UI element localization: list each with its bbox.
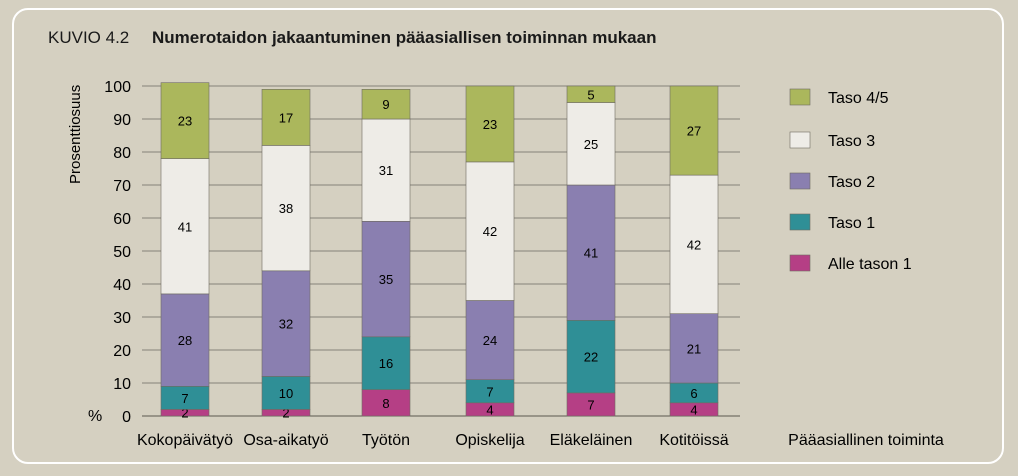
data-label: 28 xyxy=(178,333,192,348)
y-tick-label: 50 xyxy=(113,244,131,261)
data-label: 31 xyxy=(379,163,393,178)
y-tick-label: 40 xyxy=(113,277,131,294)
data-label: 10 xyxy=(279,386,293,401)
data-label: 23 xyxy=(178,114,192,129)
bar-segment xyxy=(361,118,411,222)
data-label: 9 xyxy=(382,97,389,112)
y-tick-label: 60 xyxy=(113,211,131,228)
bar-segment xyxy=(465,85,515,163)
x-tick-label: Osa-aikatyö xyxy=(243,432,328,449)
data-label: 23 xyxy=(483,117,497,132)
data-label: 4 xyxy=(690,402,697,417)
y-tick-label: 80 xyxy=(113,145,131,162)
legend-label: Taso 3 xyxy=(828,133,875,150)
data-label: 17 xyxy=(279,110,293,125)
data-label: 24 xyxy=(483,333,497,348)
bar-segment xyxy=(566,184,616,321)
x-tick-label: Työtön xyxy=(362,432,410,449)
data-label: 25 xyxy=(584,137,598,152)
legend-swatch xyxy=(789,213,811,231)
bar-segment xyxy=(361,389,411,417)
legend-label: Taso 4/5 xyxy=(828,90,889,107)
data-label: 27 xyxy=(687,124,701,139)
legend-label: Taso 2 xyxy=(828,174,875,191)
x-tick-label: Opiskelija xyxy=(455,432,524,449)
bar-segment xyxy=(669,174,719,315)
legend-swatch xyxy=(789,254,811,272)
data-label: 32 xyxy=(279,317,293,332)
legend-label: Alle tason 1 xyxy=(828,256,912,273)
legend-swatch xyxy=(789,172,811,190)
data-label: 42 xyxy=(687,237,701,252)
y-axis-title: Prosenttiosuus xyxy=(67,85,84,184)
data-label: 8 xyxy=(382,396,389,411)
data-label: 7 xyxy=(181,391,188,406)
figure-frame xyxy=(12,8,1004,464)
bar-segment xyxy=(465,300,515,380)
bar-segment xyxy=(566,102,616,186)
data-label: 7 xyxy=(587,397,594,412)
bar-segment xyxy=(669,85,719,176)
x-axis-title: Pääasiallinen toiminta xyxy=(788,432,944,449)
y-tick-label: 20 xyxy=(113,343,131,360)
y-tick-label: 100 xyxy=(104,79,131,96)
bar-segment xyxy=(669,313,719,384)
legend-swatch xyxy=(789,131,811,149)
bar-segment xyxy=(361,221,411,338)
x-tick-label: Eläkeläinen xyxy=(550,432,633,449)
bar-segment xyxy=(261,145,311,272)
y-tick-label: 70 xyxy=(113,178,131,195)
bar-segment xyxy=(160,82,210,159)
y-unit-label: % xyxy=(88,408,102,425)
legend-swatch xyxy=(789,88,811,106)
bar-segment xyxy=(261,89,311,146)
data-label: 41 xyxy=(178,219,192,234)
x-tick-label: Kokopäivätyö xyxy=(137,432,233,449)
figure-label: KUVIO 4.2 xyxy=(48,28,130,47)
data-label: 5 xyxy=(587,87,594,102)
data-label: 41 xyxy=(584,246,598,261)
bar-segment xyxy=(465,161,515,301)
data-label: 35 xyxy=(379,272,393,287)
y-tick-label: 0 xyxy=(122,409,131,426)
bar-segment xyxy=(261,376,311,410)
legend-label: Taso 1 xyxy=(828,215,875,232)
data-label: 6 xyxy=(690,386,697,401)
bar-segment xyxy=(566,319,616,394)
y-tick-label: 10 xyxy=(113,376,131,393)
bar-segment xyxy=(361,336,411,390)
y-tick-label: 90 xyxy=(113,112,131,129)
data-label: 2 xyxy=(282,406,289,421)
bar-segment xyxy=(361,89,411,120)
y-tick-label: 30 xyxy=(113,310,131,327)
bar-segment xyxy=(566,85,616,103)
x-tick-label: Kotitöissä xyxy=(659,432,728,449)
bar-segment xyxy=(261,270,311,377)
data-label: 2 xyxy=(181,406,188,421)
figure-title: Numerotaidon jakaantuminen pääasiallisen… xyxy=(152,28,657,47)
data-label: 21 xyxy=(687,341,701,356)
data-label: 7 xyxy=(486,384,493,399)
data-label: 22 xyxy=(584,350,598,365)
data-label: 38 xyxy=(279,201,293,216)
data-label: 42 xyxy=(483,224,497,239)
data-label: 4 xyxy=(486,402,493,417)
data-label: 16 xyxy=(379,356,393,371)
